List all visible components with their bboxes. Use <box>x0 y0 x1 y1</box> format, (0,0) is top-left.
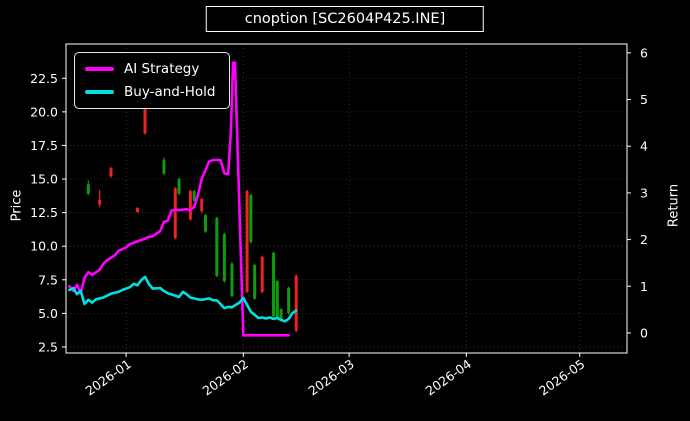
price-tick-label: 10.0 <box>30 239 58 254</box>
price-tick-label: 15.0 <box>30 172 58 187</box>
candlestick <box>143 107 147 135</box>
candlestick <box>279 307 283 321</box>
return-tick-label: 1 <box>640 279 648 294</box>
return-tick-label: 0 <box>640 325 648 340</box>
candlestick <box>249 193 253 244</box>
price-tick-label: 5.0 <box>38 306 58 321</box>
candlestick <box>98 189 102 208</box>
return-tick-label: 4 <box>640 139 648 154</box>
buy-and-hold-line <box>68 275 298 323</box>
chart-title-box: cnoption [SC2604P425.INE] <box>205 6 485 32</box>
candlestick <box>245 189 249 294</box>
candlestick <box>86 180 90 196</box>
buy-and-hold-line-swatch <box>85 90 114 94</box>
candlestick <box>275 279 279 319</box>
candlestick <box>177 177 181 196</box>
legend-item: AI Strategy <box>85 61 215 77</box>
price-tick-label: 12.5 <box>30 205 58 220</box>
candlestick <box>188 189 192 221</box>
candlestick <box>294 274 298 333</box>
candlestick <box>260 255 264 294</box>
candlestick <box>173 187 177 240</box>
chart-title: cnoption [SC2604P425.INE] <box>244 11 446 27</box>
candlestick <box>253 263 257 300</box>
ai-strategy-line-swatch <box>85 67 114 71</box>
legend-label: AI Strategy <box>124 61 200 77</box>
price-tick-label: 17.5 <box>30 138 58 153</box>
candlestick <box>230 262 234 298</box>
date-tick-label: 2026-04 <box>423 356 474 398</box>
price-tick-label: 7.5 <box>38 272 58 287</box>
axis-ticks <box>62 52 631 357</box>
candlestick <box>287 286 291 315</box>
price-tick-label: 2.5 <box>38 339 58 354</box>
candlestick <box>272 251 276 318</box>
date-tick-label: 2026-01 <box>82 356 133 398</box>
ai-strategy-line <box>68 61 290 337</box>
legend-label: Buy-and-Hold <box>124 84 216 100</box>
candlestick <box>135 207 139 213</box>
price-axis-label: Price <box>9 189 25 222</box>
legend-item: Buy-and-Hold <box>85 84 215 100</box>
candlestick <box>203 213 207 233</box>
grid <box>66 44 627 353</box>
date-tick-label: 2026-03 <box>305 356 356 398</box>
price-tick-label: 20.0 <box>30 104 58 119</box>
candlestick <box>162 157 166 175</box>
return-axis-label: Return <box>666 183 682 228</box>
candlestick <box>200 197 204 213</box>
candlestick <box>222 232 226 283</box>
return-tick-label: 3 <box>640 185 648 200</box>
candlestick <box>109 166 113 178</box>
return-tick-label: 5 <box>640 92 648 107</box>
plot-border <box>65 43 628 354</box>
return-tick-label: 6 <box>640 45 648 60</box>
date-tick-label: 2026-05 <box>536 356 587 398</box>
price-tick-label: 22.5 <box>30 71 58 86</box>
return-tick-label: 2 <box>640 232 648 247</box>
candles <box>86 107 298 333</box>
date-tick-label: 2026-02 <box>200 356 251 398</box>
candlestick <box>192 189 196 202</box>
candlestick <box>215 216 219 278</box>
legend: AI Strategy Buy-and-Hold <box>74 52 231 109</box>
